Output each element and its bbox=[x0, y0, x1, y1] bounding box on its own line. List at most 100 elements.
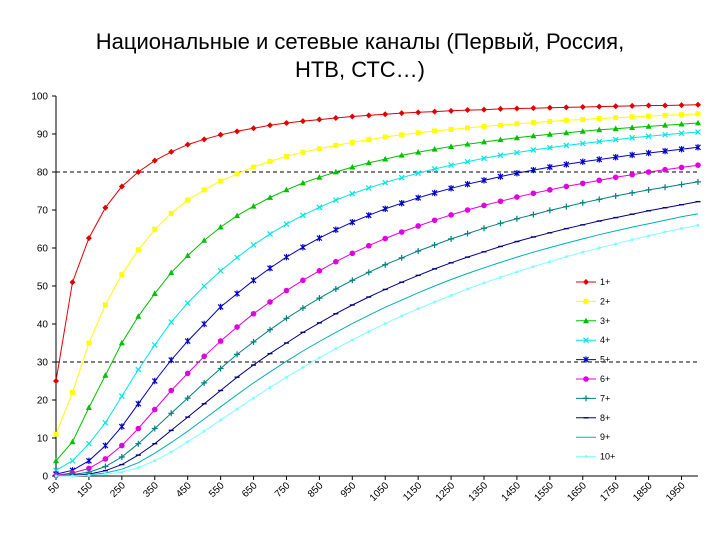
data-point bbox=[316, 116, 323, 123]
data-point bbox=[481, 202, 487, 209]
data-point bbox=[135, 440, 142, 447]
data-point bbox=[513, 105, 520, 112]
data-point bbox=[349, 218, 356, 226]
data-point bbox=[695, 111, 701, 117]
data-point bbox=[612, 103, 619, 110]
data-point bbox=[663, 230, 667, 234]
data-point bbox=[464, 207, 471, 213]
data-point bbox=[583, 376, 589, 382]
data-point bbox=[103, 472, 107, 476]
data-point bbox=[185, 197, 191, 203]
data-point bbox=[432, 128, 438, 134]
data-point bbox=[283, 119, 290, 126]
data-point bbox=[629, 171, 635, 178]
data-point bbox=[234, 290, 241, 297]
data-point bbox=[332, 226, 339, 233]
data-point bbox=[85, 235, 92, 242]
data-point bbox=[217, 223, 224, 230]
legend-item: 1+ bbox=[576, 277, 610, 287]
data-point bbox=[596, 103, 603, 110]
x-tick-label: 450 bbox=[174, 480, 194, 500]
data-point bbox=[678, 164, 685, 171]
data-point bbox=[564, 255, 568, 259]
data-point bbox=[118, 393, 125, 400]
series-8 bbox=[53, 200, 701, 477]
data-point bbox=[548, 260, 552, 264]
data-point bbox=[448, 143, 455, 149]
data-point bbox=[546, 131, 553, 137]
data-point bbox=[695, 162, 701, 168]
data-point bbox=[629, 102, 636, 109]
data-point bbox=[201, 136, 208, 143]
data-point bbox=[118, 183, 125, 190]
data-point bbox=[678, 130, 685, 137]
data-point bbox=[349, 250, 356, 257]
series-line bbox=[55, 122, 699, 462]
data-point bbox=[235, 407, 239, 411]
data-point bbox=[547, 187, 553, 193]
data-point bbox=[448, 107, 455, 114]
data-point bbox=[382, 111, 389, 118]
data-point bbox=[283, 287, 290, 294]
data-point bbox=[481, 138, 487, 145]
data-point bbox=[448, 126, 454, 132]
legend-label: 9+ bbox=[600, 432, 610, 442]
data-point bbox=[69, 279, 76, 286]
data-point bbox=[612, 153, 619, 161]
data-point bbox=[234, 254, 241, 261]
data-point bbox=[513, 149, 520, 156]
data-point bbox=[583, 317, 589, 324]
data-point bbox=[431, 146, 438, 152]
data-point bbox=[234, 351, 241, 358]
data-point bbox=[217, 131, 224, 138]
x-tick-label: 150 bbox=[75, 480, 95, 500]
data-point bbox=[612, 136, 619, 143]
data-point bbox=[334, 347, 338, 351]
data-point bbox=[448, 162, 455, 169]
data-point bbox=[283, 153, 289, 159]
data-point bbox=[497, 173, 504, 180]
data-point bbox=[629, 134, 636, 141]
data-point bbox=[678, 120, 685, 127]
data-point bbox=[662, 112, 668, 118]
series-9 bbox=[55, 213, 699, 477]
data-point bbox=[299, 212, 306, 219]
data-point bbox=[217, 338, 224, 344]
data-point bbox=[217, 303, 224, 311]
x-tick-label: 950 bbox=[339, 480, 359, 500]
data-point bbox=[283, 253, 290, 261]
y-tick-label: 100 bbox=[31, 92, 48, 103]
data-point bbox=[695, 101, 701, 108]
data-point bbox=[283, 315, 290, 322]
series-4 bbox=[53, 129, 701, 474]
series-line bbox=[55, 113, 699, 435]
data-point bbox=[201, 283, 208, 289]
data-point bbox=[349, 277, 356, 284]
data-point bbox=[201, 320, 208, 328]
data-point bbox=[645, 102, 652, 109]
data-point bbox=[184, 141, 191, 148]
data-point bbox=[250, 310, 257, 317]
data-point bbox=[596, 126, 603, 133]
data-point bbox=[316, 174, 323, 180]
data-point bbox=[645, 123, 652, 129]
data-point bbox=[283, 186, 290, 193]
legend-item: 8+ bbox=[576, 413, 610, 423]
y-tick-label: 20 bbox=[37, 396, 49, 407]
legend-item: 3+ bbox=[576, 316, 610, 326]
x-tick-label: 1850 bbox=[631, 480, 655, 504]
data-point bbox=[448, 185, 455, 192]
data-point bbox=[497, 136, 504, 143]
data-point bbox=[69, 457, 76, 464]
data-point bbox=[678, 146, 685, 153]
data-point bbox=[349, 139, 355, 145]
data-point bbox=[284, 375, 288, 379]
data-point bbox=[481, 225, 487, 232]
data-point bbox=[87, 473, 91, 477]
data-point bbox=[316, 295, 323, 302]
data-point bbox=[217, 267, 224, 274]
data-point bbox=[135, 425, 142, 432]
series-6 bbox=[53, 162, 701, 479]
data-point bbox=[678, 181, 685, 188]
y-tick-label: 10 bbox=[37, 434, 49, 445]
